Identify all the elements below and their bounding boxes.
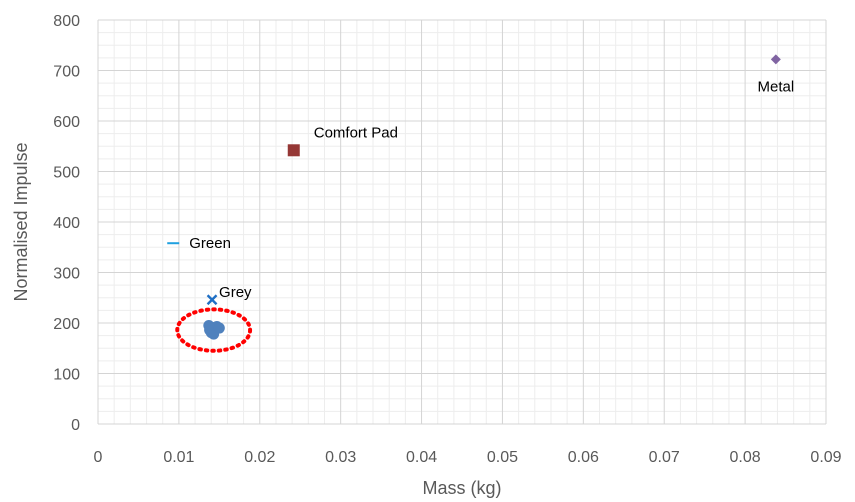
x-tick-label: 0.02 <box>244 449 275 466</box>
x-tick-label: 0.09 <box>810 449 841 466</box>
data-points <box>167 54 781 340</box>
y-tick-label: 300 <box>53 266 80 283</box>
x-stroke <box>206 294 218 306</box>
x-tick-label: 0.03 <box>325 449 356 466</box>
highlight-ellipse <box>175 307 253 353</box>
y-tick-label: 800 <box>53 13 80 30</box>
metal-marker <box>770 54 781 65</box>
x-tick-label: 0.05 <box>487 449 518 466</box>
grey-marker <box>206 294 218 306</box>
x-tick-label: 0.08 <box>730 449 761 466</box>
cluster-marker <box>203 320 215 332</box>
x-axis-ticks: 0 0.01 0.02 0.03 0.04 0.05 0.06 0.07 0.08 0.09 <box>94 449 842 466</box>
y-axis-title: Normalised Impulse <box>11 142 31 301</box>
comfort-pad-label: Comfort Pad <box>314 124 398 141</box>
x-axis-title: Mass (kg) <box>422 478 501 498</box>
point-labels: Metal Comfort Pad Green Grey <box>189 78 794 300</box>
y-tick-label: 0 <box>71 417 80 434</box>
x-tick-label: 0 <box>94 449 103 466</box>
metal-label: Metal <box>758 78 795 95</box>
green-label: Green <box>189 235 231 252</box>
comfort-pad-marker <box>287 144 300 157</box>
y-tick-label: 100 <box>53 367 80 384</box>
x-tick-label: 0.04 <box>406 449 437 466</box>
y-tick-label: 500 <box>53 165 80 182</box>
y-tick-label: 700 <box>53 64 80 81</box>
x-tick-label: 0.06 <box>568 449 599 466</box>
y-tick-label: 200 <box>53 316 80 333</box>
annotations <box>175 307 253 353</box>
y-axis-ticks: 0 100 200 300 400 500 600 700 800 <box>53 13 80 434</box>
x-tick-label: 0.01 <box>163 449 194 466</box>
y-tick-label: 400 <box>53 215 80 232</box>
major-gridlines <box>97 19 827 425</box>
cluster-marker <box>213 322 225 334</box>
y-tick-label: 600 <box>53 114 80 131</box>
grey-label: Grey <box>219 284 252 301</box>
x-tick-label: 0.07 <box>649 449 680 466</box>
